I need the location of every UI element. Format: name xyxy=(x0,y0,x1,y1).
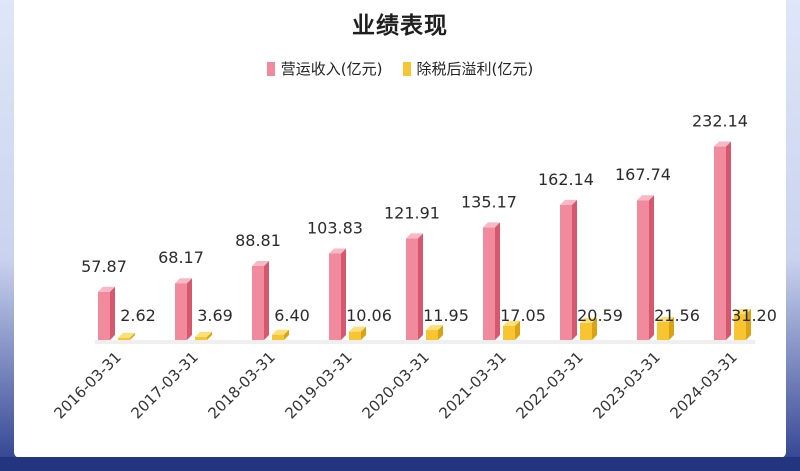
legend-label-profit: 除税后溢利(亿元) xyxy=(416,60,534,78)
data-label-profit-2021-03-31: 17.05 xyxy=(500,306,546,325)
data-label-revenue-2024-03-31: 232.14 xyxy=(692,112,748,131)
x-tick-label-2022-03-31: 2022-03-31 xyxy=(512,348,586,422)
bar-profit-2024-03-31 xyxy=(734,314,746,340)
bar-revenue-2016-03-31 xyxy=(98,291,110,340)
bar-revenue-2018-03-31 xyxy=(252,265,264,340)
data-label-revenue-2017-03-31: 68.17 xyxy=(158,248,204,267)
bar-revenue-top-2024-03-31 xyxy=(714,141,731,147)
bar-profit-side-2016-03-31 xyxy=(130,332,135,340)
data-label-revenue-2023-03-31: 167.74 xyxy=(615,165,671,184)
data-label-profit-2022-03-31: 20.59 xyxy=(577,306,623,325)
bar-revenue-top-2017-03-31 xyxy=(175,278,192,284)
bar-revenue-top-2023-03-31 xyxy=(637,195,654,201)
bar-revenue-side-2016-03-31 xyxy=(110,286,115,340)
floor-shadow xyxy=(95,340,755,344)
bar-profit-top-2017-03-31 xyxy=(195,331,212,337)
bar-profit-2023-03-31 xyxy=(657,322,669,340)
x-tick-label-2024-03-31: 2024-03-31 xyxy=(666,348,740,422)
bar-revenue-top-2020-03-31 xyxy=(406,233,423,239)
bar-profit-side-2017-03-31 xyxy=(207,331,212,340)
x-tick-label-2016-03-31: 2016-03-31 xyxy=(50,348,124,422)
bar-profit-side-2023-03-31 xyxy=(669,317,674,340)
bar-profit-top-2021-03-31 xyxy=(503,320,520,326)
data-label-revenue-2019-03-31: 103.83 xyxy=(307,218,363,237)
data-label-profit-2020-03-31: 11.95 xyxy=(423,306,469,325)
bar-revenue-2021-03-31 xyxy=(483,227,495,340)
bar-revenue-side-2020-03-31 xyxy=(418,233,423,340)
bar-profit-side-2022-03-31 xyxy=(592,317,597,340)
bar-revenue-2017-03-31 xyxy=(175,283,187,340)
bar-revenue-side-2018-03-31 xyxy=(264,260,269,340)
bar-profit-top-2018-03-31 xyxy=(272,329,289,335)
bar-revenue-side-2021-03-31 xyxy=(495,222,500,340)
bar-revenue-side-2023-03-31 xyxy=(649,195,654,340)
data-label-profit-2016-03-31: 2.62 xyxy=(120,306,156,325)
bar-profit-top-2016-03-31 xyxy=(118,332,135,338)
bar-revenue-2019-03-31 xyxy=(329,253,341,340)
x-tick-label-2021-03-31: 2021-03-31 xyxy=(435,348,509,422)
bar-revenue-2020-03-31 xyxy=(406,238,418,340)
bar-profit-2019-03-31 xyxy=(349,331,361,340)
chart-panel xyxy=(14,0,786,458)
bar-profit-2022-03-31 xyxy=(580,322,592,340)
bar-profit-top-2023-03-31 xyxy=(657,317,674,323)
bar-revenue-top-2016-03-31 xyxy=(98,286,115,292)
legend-swatch-profit xyxy=(402,61,411,76)
bar-revenue-side-2022-03-31 xyxy=(572,199,577,340)
bar-revenue-2022-03-31 xyxy=(560,204,572,340)
data-label-revenue-2022-03-31: 162.14 xyxy=(538,170,594,189)
data-label-profit-2018-03-31: 6.40 xyxy=(274,306,310,325)
bar-profit-2020-03-31 xyxy=(426,330,438,340)
bar-revenue-side-2017-03-31 xyxy=(187,278,192,340)
bar-revenue-side-2024-03-31 xyxy=(726,141,731,340)
bar-profit-top-2024-03-31 xyxy=(734,309,751,314)
data-label-revenue-2018-03-31: 88.81 xyxy=(235,231,281,250)
bar-profit-top-2020-03-31 xyxy=(426,325,443,331)
bar-profit-side-2021-03-31 xyxy=(515,320,520,340)
x-tick-label-2017-03-31: 2017-03-31 xyxy=(127,348,201,422)
x-tick-label-2020-03-31: 2020-03-31 xyxy=(358,348,432,422)
bar-revenue-2023-03-31 xyxy=(637,200,649,340)
data-label-profit-2023-03-31: 21.56 xyxy=(654,306,700,325)
bar-revenue-top-2022-03-31 xyxy=(560,199,577,205)
bar-profit-2016-03-31 xyxy=(118,337,130,340)
x-tick-label-2019-03-31: 2019-03-31 xyxy=(281,348,355,422)
bar-profit-2021-03-31 xyxy=(503,325,515,340)
bar-revenue-top-2018-03-31 xyxy=(252,260,269,266)
bar-profit-side-2020-03-31 xyxy=(438,325,443,340)
bar-revenue-side-2019-03-31 xyxy=(341,248,346,340)
x-tick-label-2018-03-31: 2018-03-31 xyxy=(204,348,278,422)
bar-profit-top-2019-03-31 xyxy=(349,326,366,332)
bar-revenue-2024-03-31 xyxy=(714,146,726,340)
bar-profit-side-2019-03-31 xyxy=(361,326,366,340)
data-label-profit-2019-03-31: 10.06 xyxy=(346,306,392,325)
data-label-profit-2024-03-31: 31.20 xyxy=(731,306,777,325)
legend-item-revenue: 营运收入(亿元) xyxy=(266,58,383,79)
legend-label-revenue: 营运收入(亿元) xyxy=(280,60,383,78)
legend-swatch-revenue xyxy=(266,61,275,76)
data-label-revenue-2020-03-31: 121.91 xyxy=(384,203,440,222)
legend-item-profit: 除税后溢利(亿元) xyxy=(402,58,534,79)
bar-profit-2017-03-31 xyxy=(195,336,207,340)
bar-revenue-top-2019-03-31 xyxy=(329,248,346,254)
bottom-band xyxy=(0,457,800,471)
data-label-revenue-2016-03-31: 57.87 xyxy=(81,257,127,276)
bar-profit-2018-03-31 xyxy=(272,334,284,340)
bar-profit-side-2024-03-31 xyxy=(746,309,751,340)
bar-revenue-top-2021-03-31 xyxy=(483,222,500,228)
data-label-profit-2017-03-31: 3.69 xyxy=(197,306,233,325)
bar-profit-side-2018-03-31 xyxy=(284,329,289,340)
x-tick-label-2023-03-31: 2023-03-31 xyxy=(589,348,663,422)
data-label-revenue-2021-03-31: 135.17 xyxy=(461,192,517,211)
legend: 营运收入(亿元) 除税后溢利(亿元) xyxy=(0,58,800,79)
bar-profit-top-2022-03-31 xyxy=(580,317,597,323)
chart-title: 业绩表现 xyxy=(352,13,448,39)
